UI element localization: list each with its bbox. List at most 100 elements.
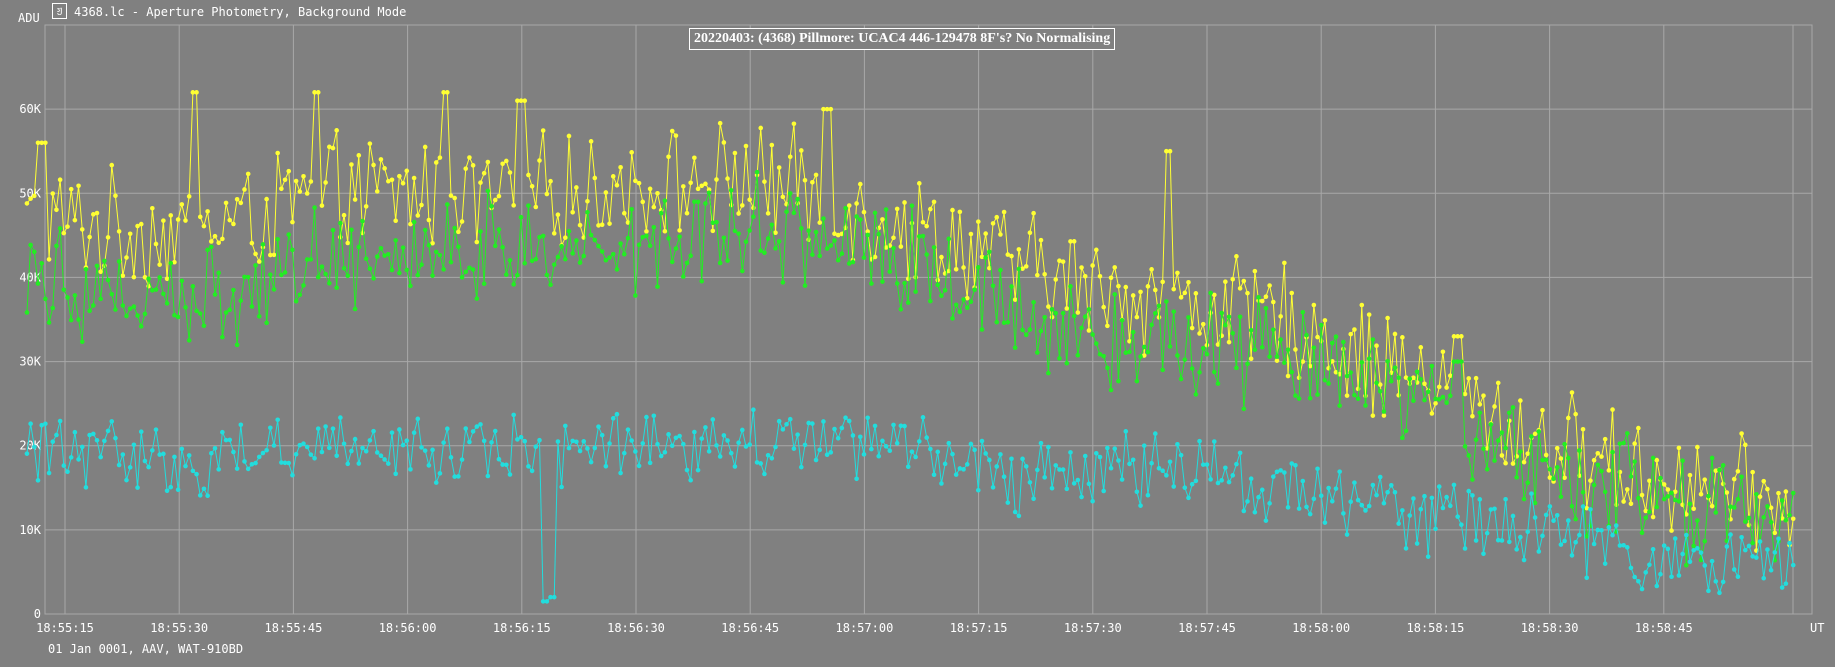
series-1-point: [533, 204, 539, 210]
series-2-point: [585, 209, 590, 215]
series-3-point: [1079, 494, 1084, 500]
series-2-point: [481, 281, 487, 287]
series-1-point: [271, 252, 277, 258]
series-3-point: [747, 442, 752, 447]
series-3-point: [887, 448, 893, 454]
series-2-point: [124, 313, 129, 319]
series-2-point: [242, 274, 247, 280]
series-3-point: [422, 448, 428, 453]
series-2-point: [1569, 503, 1575, 509]
series-2-point: [1381, 409, 1387, 414]
series-1-point: [695, 186, 701, 192]
series-1-point: [50, 191, 56, 196]
series-1-point: [964, 295, 970, 301]
series-1-point: [1636, 425, 1641, 431]
series-1-point: [1459, 334, 1464, 339]
series-2-point: [1783, 517, 1789, 523]
series-2-point: [68, 317, 74, 323]
series-1-point: [79, 227, 85, 232]
series-2-point: [699, 278, 705, 284]
series-1-point: [190, 90, 196, 95]
series-1-point: [537, 158, 542, 163]
series-2-point: [891, 245, 896, 251]
series-3-point: [570, 438, 575, 444]
series-2-point: [821, 216, 826, 221]
series-3-point: [1363, 508, 1368, 513]
series-1-point: [846, 203, 852, 208]
series-1-point: [231, 221, 236, 227]
series-3-point: [1757, 539, 1763, 544]
app-icon[interactable]: ჟ: [52, 3, 67, 19]
series-3-point: [345, 461, 351, 467]
series-3-point: [1606, 525, 1612, 530]
series-3-point: [1636, 578, 1641, 584]
series-1-point: [1186, 279, 1191, 285]
series-1-point: [1274, 358, 1280, 363]
series-3-point: [791, 446, 797, 451]
series-3-point: [301, 441, 306, 446]
series-1-point: [153, 241, 159, 247]
x-tick-label: 18:55:30: [150, 621, 208, 635]
series-2-point: [50, 305, 56, 311]
series-3-point: [913, 454, 918, 460]
series-2-point: [186, 338, 192, 343]
series-2-point: [1178, 376, 1184, 382]
series-1-point: [1167, 148, 1173, 154]
series-1-point: [1628, 501, 1634, 507]
series-1-point: [1588, 478, 1593, 483]
series-3-point: [994, 464, 1000, 469]
x-tick-label: 18:55:15: [36, 621, 94, 635]
series-3-point: [411, 430, 417, 435]
series-3-point: [1285, 505, 1291, 510]
series-3-point: [1388, 482, 1394, 488]
series-2-point: [1639, 530, 1645, 536]
series-3-point: [1654, 583, 1660, 589]
series-1-point: [603, 190, 609, 195]
series-2-point: [754, 169, 760, 175]
series-1-point: [157, 262, 162, 267]
series-1-point: [227, 217, 233, 223]
series-2-point: [1621, 440, 1626, 446]
series-3-point: [706, 449, 712, 454]
series-1-point: [1377, 382, 1383, 387]
series-2-point: [1521, 496, 1527, 502]
series-2-point: [880, 279, 885, 284]
series-3-point: [205, 493, 210, 499]
series-2-point: [998, 267, 1003, 273]
series-2-point: [1208, 290, 1213, 296]
series-1-point: [802, 177, 808, 183]
series-3-point: [1123, 429, 1129, 434]
series-2-point: [87, 308, 92, 314]
series-3-point: [939, 481, 944, 486]
series-2-point: [1123, 350, 1129, 356]
series-3-point: [227, 437, 233, 443]
series-1-point: [1632, 441, 1637, 446]
series-1-point: [1031, 210, 1036, 216]
series-1-point: [633, 178, 638, 184]
series-3-point: [1023, 464, 1029, 469]
series-2-point: [220, 334, 225, 340]
series-1-point: [39, 140, 44, 146]
series-1-point: [673, 133, 679, 138]
series-1-point: [625, 220, 631, 225]
series-2-point: [1414, 369, 1420, 374]
series-3-point: [1267, 501, 1272, 506]
series-2-point: [1149, 322, 1154, 328]
series-1-point: [242, 187, 247, 192]
series-2-point: [1053, 310, 1059, 316]
series-1-point: [1403, 375, 1409, 380]
series-2-point: [1108, 387, 1114, 393]
series-3-point: [596, 424, 601, 429]
series-3-point: [1352, 480, 1357, 485]
series-2-point: [1071, 313, 1077, 319]
series-3-point: [563, 423, 568, 429]
series-1-point: [467, 155, 472, 160]
series-1-point: [496, 193, 502, 199]
series-2-point: [105, 277, 111, 283]
series-3-point: [817, 447, 823, 453]
series-2-point: [1680, 458, 1685, 464]
series-3-point: [168, 484, 174, 490]
series-2-point: [1706, 493, 1711, 499]
series-1-point: [688, 180, 693, 186]
series-1-point: [301, 173, 306, 179]
